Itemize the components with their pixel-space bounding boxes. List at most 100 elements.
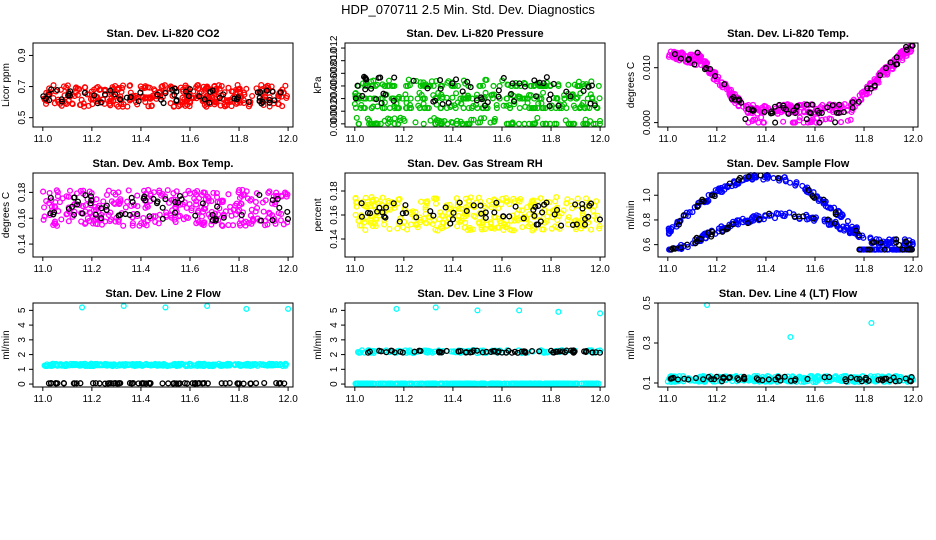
data-point [478, 210, 485, 217]
x-tick-label: 11.6 [806, 134, 825, 145]
plot-frame [32, 42, 294, 128]
data-point [430, 82, 437, 89]
data-point [414, 95, 421, 102]
data-point [352, 104, 359, 111]
data-point [536, 79, 543, 86]
data-point [420, 120, 427, 127]
y-tick-label: 0.5 [17, 110, 28, 124]
data-point [551, 211, 558, 218]
data-point [105, 211, 112, 219]
data-point [116, 362, 123, 369]
data-point [412, 380, 419, 387]
data-point [543, 120, 550, 127]
data-point [703, 64, 710, 72]
data-point [814, 373, 821, 380]
data-point [479, 349, 486, 356]
data-point [514, 380, 521, 387]
data-point [858, 378, 865, 385]
data-point [807, 110, 814, 117]
data-point [520, 215, 527, 222]
data-point [388, 347, 395, 354]
y-tick-label: 1 [17, 366, 28, 372]
y-tick-label: 3 [17, 337, 28, 343]
y-tick-label: 4 [17, 322, 28, 328]
data-point [832, 119, 839, 126]
data-point [554, 348, 561, 355]
data-point [134, 203, 141, 210]
data-point [376, 347, 383, 354]
data-point [282, 189, 289, 196]
data-point [210, 189, 217, 196]
data-point [277, 217, 284, 224]
outlier-point [597, 310, 604, 317]
data-point [355, 120, 363, 127]
data-point [395, 196, 402, 203]
outlier-point [162, 304, 169, 311]
data-point [58, 362, 65, 369]
data-point [511, 348, 518, 355]
panel-4: Stan. Dev. Amb. Box Temp. degrees C 0.14 0.… [1, 158, 298, 275]
data-point [112, 91, 119, 98]
data-point [496, 218, 503, 225]
data-point [540, 82, 547, 89]
data-point [46, 97, 53, 104]
data-point [130, 210, 137, 218]
data-point [903, 43, 910, 51]
x-tick-label: 11.0 [345, 264, 364, 275]
data-point [269, 88, 276, 95]
data-point [261, 380, 268, 387]
data-point [373, 196, 380, 204]
data-point [117, 93, 124, 100]
data-point [512, 79, 519, 87]
data-point [593, 198, 600, 205]
data-point [422, 347, 430, 354]
data-point [547, 91, 554, 98]
data-point [464, 78, 471, 85]
outlier-point [516, 307, 523, 314]
data-point [48, 86, 55, 93]
panel-2: Stan. Dev. Li-820 PressurekPa0.0000.0020… [313, 28, 610, 145]
data-point [463, 120, 470, 127]
data-point [515, 120, 522, 127]
data-point [487, 221, 494, 228]
data-point [172, 198, 179, 206]
data-point [459, 88, 466, 95]
data-point [771, 103, 779, 110]
data-point [241, 91, 248, 98]
plot-frame [657, 42, 919, 128]
data-point [366, 120, 373, 127]
x-tick-label: 11.8 [542, 394, 561, 405]
data-point [134, 211, 141, 218]
data-point [244, 362, 251, 369]
data-point [725, 374, 732, 381]
data-point [581, 105, 588, 112]
data-point [496, 380, 503, 387]
y-tick-label: 0.5 [642, 296, 653, 310]
data-point [881, 246, 888, 253]
data-point [366, 117, 373, 124]
data-point [47, 210, 54, 217]
data-point [868, 85, 875, 92]
data-point [694, 203, 701, 210]
data-point [65, 92, 72, 99]
data-point [427, 117, 434, 124]
data-point [692, 375, 699, 382]
data-point [572, 201, 579, 208]
data-point [579, 216, 586, 223]
data-point [449, 94, 456, 101]
y-tick-label: 2 [329, 351, 340, 357]
data-point [569, 221, 577, 229]
data-point [58, 98, 65, 105]
data-point [120, 222, 127, 229]
data-point [443, 380, 450, 387]
data-point [274, 362, 282, 369]
data-point [263, 83, 270, 90]
y-tick-label: 0 [17, 381, 28, 387]
data-point [534, 114, 541, 121]
data-point [237, 99, 244, 106]
data-point [745, 106, 752, 113]
data-point [800, 119, 807, 126]
data-point [382, 91, 389, 98]
data-point [584, 104, 591, 111]
x-tick-label: 12.0 [903, 394, 923, 405]
